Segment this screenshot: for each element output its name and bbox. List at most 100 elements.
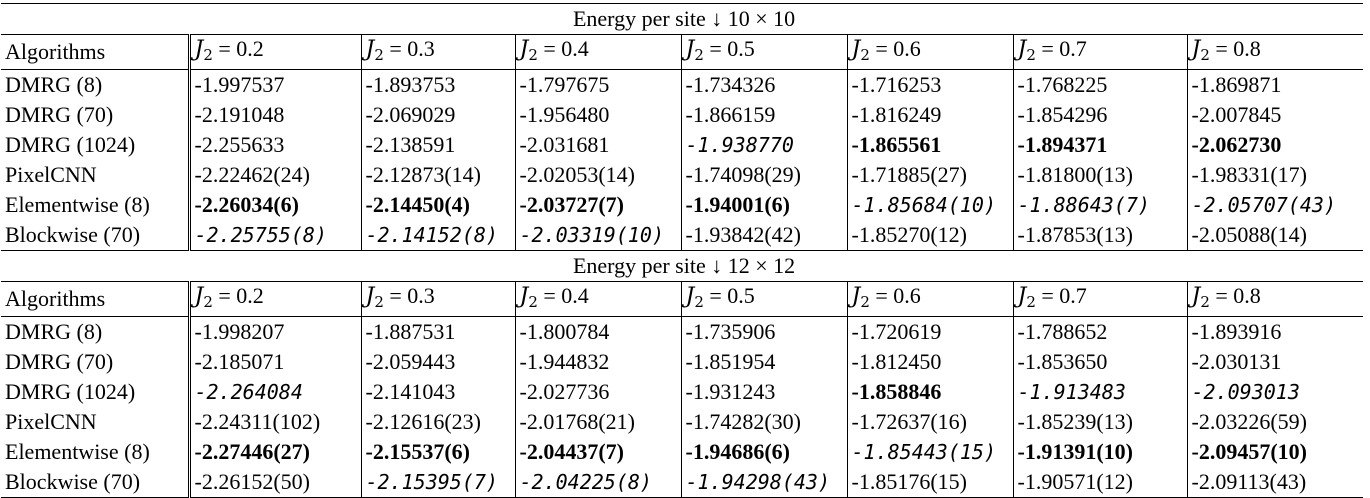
energy-cell: -2.27446(27) (187, 437, 361, 467)
energy-cell: -1.74098(29) (680, 160, 847, 190)
energy-cell: -1.735906 (680, 316, 847, 347)
j-subscript: 2 (374, 293, 384, 311)
j2-value: = 0.6 (869, 283, 921, 308)
energy-cell: -1.72637(16) (846, 407, 1013, 437)
energy-cell: -1.997537 (187, 69, 361, 100)
energy-cell: -1.893753 (360, 69, 515, 100)
table-row: Blockwise (70) -2.26152(50) -2.15395(7) -2.… (1, 467, 1364, 498)
table-row: DMRG (1024) -2.255633 -2.138591 -2.031681 -1… (1, 130, 1364, 160)
energy-cell: -1.938770 (680, 130, 847, 160)
algorithm-label: DMRG (70) (5, 102, 114, 127)
j-subscript: 2 (1200, 293, 1210, 311)
energy-cell: -1.720619 (846, 316, 1013, 347)
energy-cell: -2.24311(102) (187, 407, 361, 437)
table-title-row: Energy per site ↓ 12 × 12 (1, 250, 1364, 282)
j2-symbol: J2 (1192, 37, 1210, 64)
energy-cell: -1.85443(15) (846, 437, 1013, 467)
table-row: Blockwise (70) -2.25755(8) -2.14152(8) -2.0… (1, 220, 1364, 251)
header-j2-column: J2 = 0.2 (187, 34, 361, 70)
energy-cell: -2.15395(7) (360, 467, 515, 498)
energy-cell: -1.854296 (1012, 100, 1187, 130)
table-row: DMRG (8) -1.997537 -1.893753 -1.797675 -1.73… (1, 69, 1364, 100)
j-letter: J (365, 284, 375, 309)
header-j2-column: J2 = 0.5 (680, 281, 847, 317)
algorithm-label: PixelCNN (5, 409, 97, 434)
down-arrow-icon: ↓ (711, 253, 723, 278)
energy-cell: -1.85239(13) (1012, 407, 1187, 437)
j-letter: J (851, 37, 861, 62)
j2-value: = 0.5 (703, 283, 755, 308)
energy-cell: -2.03226(59) (1186, 407, 1364, 437)
j-subscript: 2 (528, 46, 538, 64)
energy-cell: -1.913483 (1012, 377, 1187, 407)
energy-cell: -2.14152(8) (360, 220, 515, 251)
algorithm-label: PixelCNN (5, 162, 97, 187)
energy-cell: -2.05088(14) (1186, 220, 1364, 251)
j-letter: J (194, 284, 204, 309)
energy-cell: -2.12873(14) (360, 160, 515, 190)
j2-symbol: J2 (686, 37, 704, 64)
table-row: DMRG (8) -1.998207 -1.887531 -1.800784 -1.73… (1, 316, 1364, 347)
algorithm-label: Elementwise (8) (5, 192, 150, 217)
j-subscript: 2 (374, 46, 384, 64)
header-j2-column: J2 = 0.4 (514, 281, 681, 317)
energy-cell: -2.01768(21) (514, 407, 681, 437)
energy-cell: -1.85684(10) (846, 190, 1013, 220)
j2-value: = 0.4 (537, 36, 589, 61)
energy-cell: -2.185071 (187, 347, 361, 377)
table-title-text: Energy per site (572, 253, 706, 278)
energy-table-body: Energy per site ↓ 10 × 10 Algorithms J2 = … (1, 3, 1364, 498)
lattice-size: 10 × 10 (727, 6, 796, 31)
energy-cell: -1.931243 (680, 377, 847, 407)
energy-cell: -1.734326 (680, 69, 847, 100)
energy-cell: -1.893916 (1186, 316, 1364, 347)
header-row: Algorithms J2 = 0.2 J2 = 0.3 J2 = 0.4 J2 = 0… (1, 281, 1364, 317)
table-row: DMRG (70) -2.191048 -2.069029 -1.956480 -1.8… (1, 100, 1364, 130)
j-letter: J (1017, 284, 1027, 309)
table-title-row: Energy per site ↓ 10 × 10 (1, 3, 1364, 35)
j-letter: J (685, 284, 695, 309)
j-subscript: 2 (1026, 293, 1036, 311)
j2-value: = 0.3 (383, 283, 435, 308)
algorithm-label: Elementwise (8) (5, 439, 150, 464)
energy-cell: -2.09113(43) (1186, 467, 1364, 498)
energy-cell: -2.26034(6) (187, 190, 361, 220)
energy-cell: -1.887531 (360, 316, 515, 347)
table-row: DMRG (70) -2.185071 -2.059443 -1.944832 -1.8… (1, 347, 1364, 377)
j2-symbol: J2 (366, 37, 384, 64)
j2-symbol: J2 (365, 284, 384, 311)
energy-cell: -2.05707(43) (1186, 190, 1364, 220)
header-j2-column: J2 = 0.6 (846, 34, 1013, 70)
table-title-text: Energy per site (572, 6, 706, 31)
energy-cell: -2.02053(14) (514, 160, 681, 190)
header-j2-column: J2 = 0.6 (846, 281, 1013, 317)
j-subscript: 2 (694, 46, 704, 64)
header-algorithms: Algorithms (1, 281, 189, 317)
energy-cell: -1.851954 (680, 347, 847, 377)
j2-value: = 0.8 (1209, 36, 1261, 61)
j2-value: = 0.2 (212, 283, 264, 308)
j2-symbol: J2 (1018, 37, 1036, 64)
header-j2-column: J2 = 0.3 (360, 34, 515, 70)
header-j2-column: J2 = 0.4 (514, 34, 681, 70)
energy-cell: -2.04437(7) (514, 437, 681, 467)
energy-cell: -1.93842(42) (680, 220, 847, 251)
energy-cell: -2.14450(4) (360, 190, 515, 220)
j2-symbol: J2 (1192, 284, 1210, 311)
header-j2-column: J2 = 0.7 (1012, 34, 1187, 70)
table-title: Energy per site ↓ 12 × 12 (1, 250, 1364, 282)
energy-table: Energy per site ↓ 10 × 10 Algorithms J2 = … (1, 3, 1364, 498)
j2-value: = 0.8 (1209, 283, 1261, 308)
energy-cell: -1.90571(12) (1012, 467, 1187, 498)
energy-cell: -1.866159 (680, 100, 847, 130)
j-subscript: 2 (203, 293, 213, 311)
energy-cell: -1.816249 (846, 100, 1013, 130)
energy-cell: -1.94298(43) (680, 467, 847, 498)
energy-cell: -2.22462(24) (187, 160, 361, 190)
energy-cell: -1.865561 (846, 130, 1013, 160)
energy-cell: -1.98331(17) (1186, 160, 1364, 190)
j2-symbol: J2 (1017, 284, 1036, 311)
energy-cell: -1.797675 (514, 69, 681, 100)
energy-cell: -1.71885(27) (846, 160, 1013, 190)
algorithm-label: DMRG (1024) (5, 379, 136, 404)
